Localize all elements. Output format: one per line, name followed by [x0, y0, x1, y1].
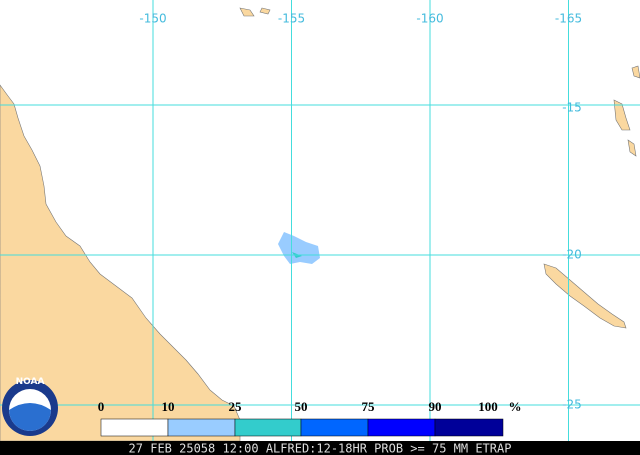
legend-label: 100 [478, 399, 498, 414]
legend-label: 75 [362, 399, 376, 414]
legend-label: 0 [98, 399, 105, 414]
legend: 0 10 25 50 75 90 100% [98, 399, 522, 437]
new-caledonia [543, 263, 627, 329]
vanuatu-island [613, 99, 631, 131]
footer-text: 27 FEB 25058 12:00 ALFRED:12-18HR PROB >… [129, 442, 512, 455]
legend-swatch [300, 418, 369, 437]
australia-coast [0, 84, 241, 442]
logo-text: NOAA [16, 377, 45, 387]
island [631, 65, 640, 79]
legend-label: 90 [429, 399, 442, 414]
logo-wave [9, 403, 51, 431]
island [239, 7, 271, 17]
latitude-label: -20 [562, 248, 582, 262]
longitude-label: -150 [139, 12, 166, 26]
graticule: -150 -155 -160 -165 -15 -20 -25 [0, 0, 640, 441]
legend-label: 25 [229, 399, 243, 414]
legend-swatch [234, 418, 302, 437]
legend-label: 50 [295, 399, 308, 414]
noaa-logo: NOAA [2, 377, 58, 436]
footer-bar [0, 441, 640, 455]
longitude-label: -155 [278, 12, 305, 26]
legend-unit: % [509, 399, 522, 414]
latitude-label: -25 [562, 398, 582, 412]
longitude-label: -160 [416, 12, 443, 26]
legend-swatch [367, 418, 436, 437]
legend-label: 10 [162, 399, 175, 414]
latitude-label: -15 [562, 101, 582, 115]
rain-probability-area [278, 232, 320, 264]
longitude-label: -165 [555, 12, 582, 26]
legend-swatch [167, 418, 236, 437]
legend-swatch [100, 418, 169, 437]
vanuatu-island [627, 139, 637, 157]
legend-swatch [434, 418, 504, 437]
